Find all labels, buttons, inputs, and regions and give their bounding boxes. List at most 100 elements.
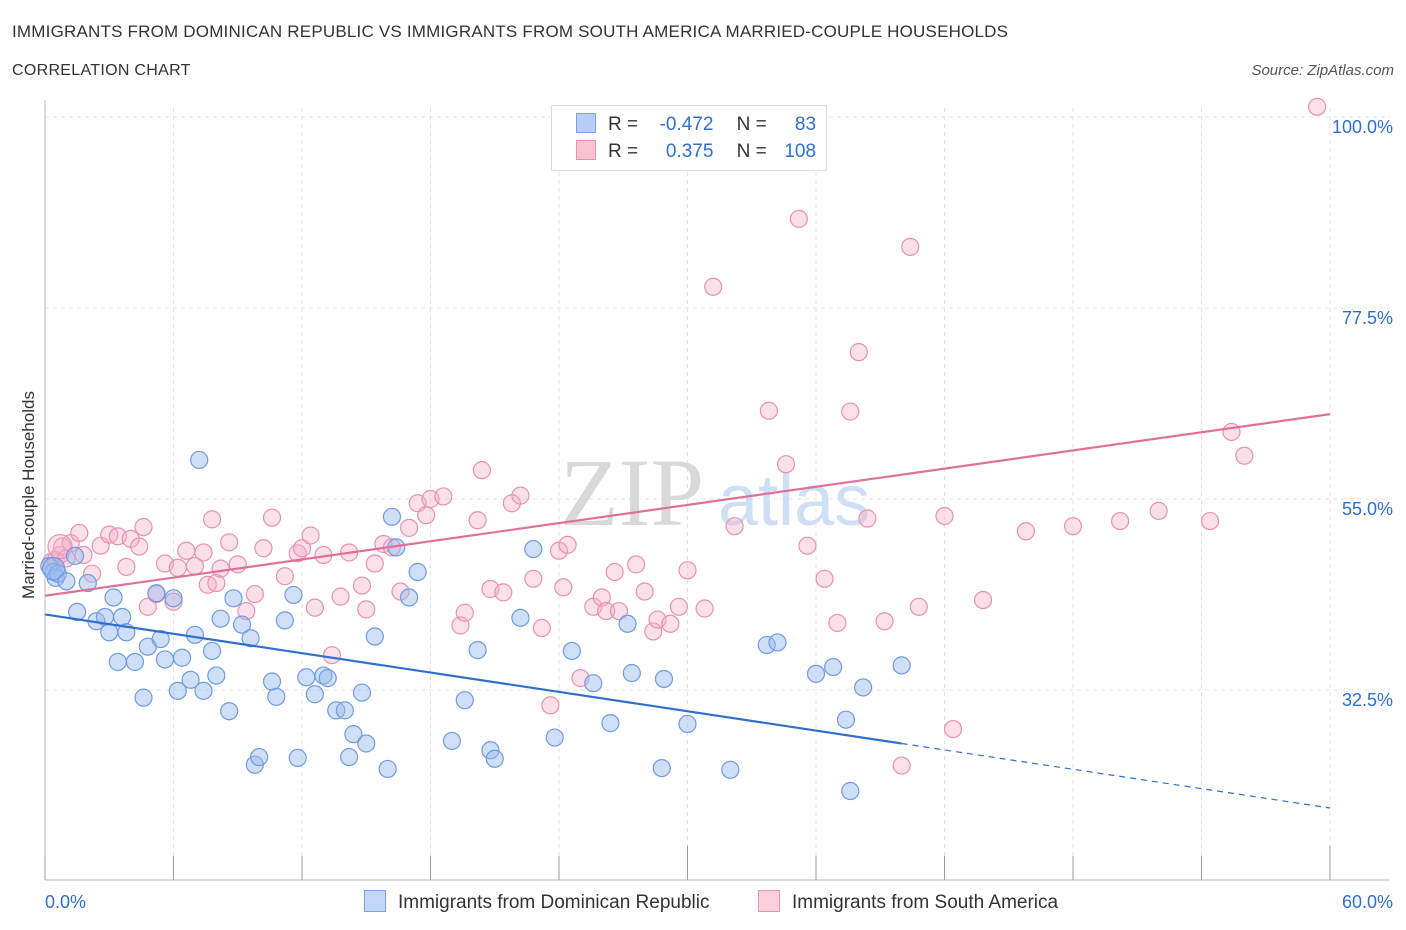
data-point: [789, 209, 808, 228]
trend-lines: [44, 413, 1331, 809]
y-tick-label: 55.0%: [1342, 499, 1393, 519]
data-point: [626, 555, 646, 574]
data-point: [725, 517, 744, 536]
data-point: [365, 627, 384, 646]
data-point-cluster: [41, 557, 66, 581]
data-point: [292, 539, 312, 558]
data-point: [117, 557, 136, 577]
y-axis-label: Married-couple Households: [19, 391, 38, 599]
data-point: [138, 597, 157, 616]
data-point: [815, 569, 834, 588]
data-point: [224, 589, 243, 608]
data-point: [68, 602, 87, 622]
data-point: [434, 487, 453, 506]
data-point: [220, 533, 239, 552]
legend-swatch-blue: [576, 113, 596, 133]
data-point: [168, 681, 187, 700]
data-point: [652, 758, 671, 778]
data-point: [108, 652, 127, 672]
data-point: [267, 687, 286, 706]
n-value: 83: [794, 114, 817, 135]
data-point: [524, 569, 543, 588]
legend-swatch-blue: [364, 890, 386, 912]
data-point: [558, 535, 577, 554]
data-point: [211, 609, 230, 628]
data-point: [654, 669, 674, 689]
data-point: [597, 601, 616, 621]
data-point: [768, 633, 787, 652]
data-point: [1308, 97, 1327, 116]
data-point: [841, 781, 860, 801]
data-point: [468, 511, 487, 530]
data-point: [83, 564, 102, 583]
n-label: N =: [736, 141, 767, 162]
data-point: [112, 607, 132, 627]
data-point: [554, 578, 573, 597]
legend-item-south-america[interactable]: Immigrants from South America: [758, 890, 1058, 914]
r-label: R =: [608, 141, 639, 162]
data-point: [901, 237, 920, 256]
data-point: [130, 537, 149, 556]
data-point: [545, 728, 564, 747]
data-point: [284, 585, 303, 605]
data-point: [635, 582, 654, 601]
data-point: [1149, 501, 1168, 520]
data-point: [622, 663, 641, 683]
stats-row-south-america: R = 0.375 N = 108: [576, 140, 816, 164]
data-point: [618, 614, 637, 633]
data-point: [202, 510, 222, 529]
data-point: [262, 508, 282, 527]
data-point: [147, 584, 166, 603]
data-point: [399, 518, 419, 537]
data-point: [104, 588, 123, 607]
data-point: [511, 608, 530, 627]
data-point: [511, 486, 530, 505]
data-point: [335, 701, 354, 720]
n-label: N =: [736, 114, 767, 135]
data-point: [134, 688, 153, 707]
data-point: [721, 760, 740, 779]
data-point: [318, 669, 337, 688]
y-tick-labels: 100.0% 77.5% 55.0% 32.5%: [1332, 117, 1393, 710]
data-point: [305, 685, 324, 704]
data-point: [661, 614, 680, 633]
data-point: [382, 507, 402, 526]
y-tick-label: 77.5%: [1342, 308, 1393, 328]
data-point: [1222, 422, 1241, 442]
legend-label: Immigrants from Dominican Republic: [398, 892, 710, 913]
data-point: [973, 590, 993, 610]
data-point: [417, 506, 436, 525]
data-point: [524, 539, 543, 559]
stats-legend: R = -0.472 N = 83 R = 0.375 N = 108: [551, 105, 827, 171]
data-point: [704, 277, 723, 296]
data-point: [892, 656, 911, 675]
data-point: [532, 618, 551, 638]
trend-line-dominican-extension: [901, 742, 1331, 809]
data-point: [125, 652, 145, 672]
data-point: [1235, 446, 1254, 465]
data-point: [669, 597, 689, 616]
data-point: [207, 573, 226, 593]
legend-item-dominican[interactable]: Immigrants from Dominican Republic: [364, 890, 710, 914]
data-point: [207, 666, 226, 685]
data-point: [202, 641, 222, 661]
x-tick-label-min: 0.0%: [45, 892, 86, 912]
data-point: [601, 714, 620, 733]
data-point: [220, 702, 239, 721]
data-point: [275, 567, 294, 586]
data-point: [759, 401, 778, 420]
data-point: [562, 641, 581, 661]
data-point: [806, 664, 826, 683]
data-point-cluster: [47, 533, 73, 560]
data-point: [340, 747, 359, 767]
data-point: [357, 734, 376, 753]
r-label: R =: [608, 114, 639, 135]
data-point: [288, 748, 307, 768]
data-point: [472, 461, 491, 480]
data-point: [57, 572, 76, 591]
data-point: [322, 646, 342, 665]
data-point: [836, 710, 856, 729]
data-point: [245, 584, 264, 604]
data-point: [408, 562, 427, 582]
